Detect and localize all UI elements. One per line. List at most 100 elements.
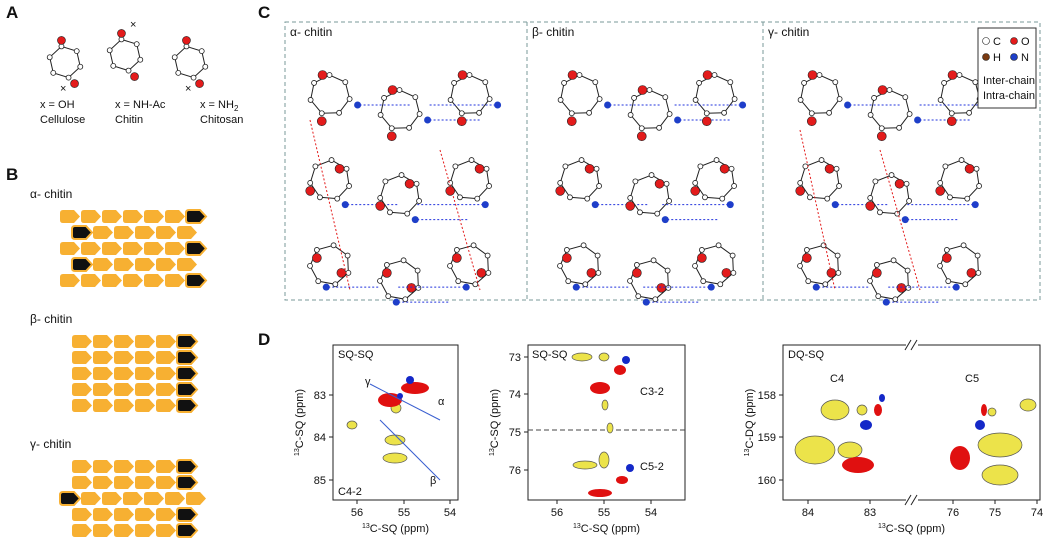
atom [627, 112, 634, 118]
unit [93, 335, 113, 348]
panel-label: C [258, 3, 270, 22]
inter-bond [879, 149, 921, 291]
contour [598, 352, 610, 362]
atom [807, 194, 813, 201]
oxygen [386, 131, 397, 142]
atom [46, 54, 53, 61]
substituent-label: x = OH [40, 99, 75, 111]
substituent-label: x = NH-Ac [115, 99, 166, 111]
unit [186, 492, 206, 505]
atom [666, 198, 672, 204]
superscript: 13 [573, 523, 581, 530]
oxygen [584, 163, 595, 174]
y-axis-label: 13C-SQ (ppm) [489, 389, 501, 456]
atom [318, 110, 325, 117]
unit [114, 335, 134, 348]
atom [584, 195, 591, 202]
oxygen [721, 268, 732, 278]
atom [867, 112, 874, 118]
oxygen [947, 70, 958, 80]
unit [114, 367, 134, 380]
oxygen [636, 131, 647, 142]
atom [975, 269, 982, 276]
unit [60, 274, 80, 287]
contour [981, 464, 1019, 486]
atom [406, 124, 413, 131]
atom [313, 247, 320, 253]
unit [123, 492, 143, 505]
unit [72, 524, 92, 537]
oxygen [476, 268, 487, 278]
panel-label: D [258, 330, 270, 349]
atom [873, 262, 880, 268]
atom [822, 281, 829, 288]
unit [114, 258, 134, 271]
oxygen [876, 131, 887, 142]
oxygen [795, 186, 806, 196]
atom [562, 163, 569, 170]
atom [388, 125, 395, 132]
atom [637, 209, 643, 216]
contour [794, 435, 836, 465]
oxygen [70, 79, 79, 88]
atom [344, 252, 351, 259]
atom [307, 262, 313, 269]
end-unit [185, 241, 208, 256]
atom [470, 242, 477, 249]
atom [486, 183, 492, 189]
label-text: C-DQ (ppm) [744, 389, 756, 449]
atom [904, 267, 911, 274]
oxygen [305, 186, 316, 196]
unit [123, 274, 143, 287]
oxygen [130, 72, 139, 81]
unit [93, 508, 113, 521]
atom [903, 180, 910, 187]
atom [729, 252, 736, 259]
atom [966, 109, 973, 116]
oxygen [382, 268, 392, 278]
atom [833, 165, 840, 172]
unit [93, 524, 113, 537]
contour [384, 434, 406, 446]
y-tick-label: 85 [314, 475, 326, 487]
oxygen [946, 116, 957, 127]
unit [135, 335, 155, 348]
unit [114, 524, 134, 537]
atom [646, 87, 653, 93]
unit [123, 210, 143, 223]
peak-label: γ [365, 376, 371, 388]
packing-title: α- chitin [290, 25, 332, 39]
substituent-text: x = NH-Ac [115, 99, 166, 111]
oxygen [865, 201, 876, 211]
spectrum-type: SQ-SQ [532, 349, 568, 361]
spectrum-type: SQ-SQ [338, 349, 374, 361]
atom [974, 252, 981, 259]
atom [834, 252, 841, 259]
oxygen [637, 85, 648, 95]
atom [383, 262, 390, 268]
axis-break [906, 496, 918, 504]
atom [106, 47, 113, 54]
inter-bond [439, 149, 481, 291]
unit [165, 492, 185, 505]
subscript: 2 [234, 104, 239, 113]
pointer [369, 383, 441, 421]
atom [867, 277, 873, 284]
unit [156, 460, 176, 473]
atom [650, 257, 657, 264]
oxygen [632, 268, 642, 278]
unit [144, 242, 164, 255]
atom [596, 183, 602, 189]
break-mark [910, 339, 918, 351]
unit [102, 492, 122, 505]
oxygen [456, 116, 467, 127]
oxygen [117, 29, 126, 38]
atom [976, 183, 982, 189]
atom [803, 247, 810, 253]
atom [902, 94, 909, 101]
y-tick-label: 159 [758, 432, 776, 444]
panel-label: B [6, 165, 18, 184]
end-unit [176, 382, 199, 397]
oxygen [719, 163, 730, 174]
atom [958, 157, 965, 163]
